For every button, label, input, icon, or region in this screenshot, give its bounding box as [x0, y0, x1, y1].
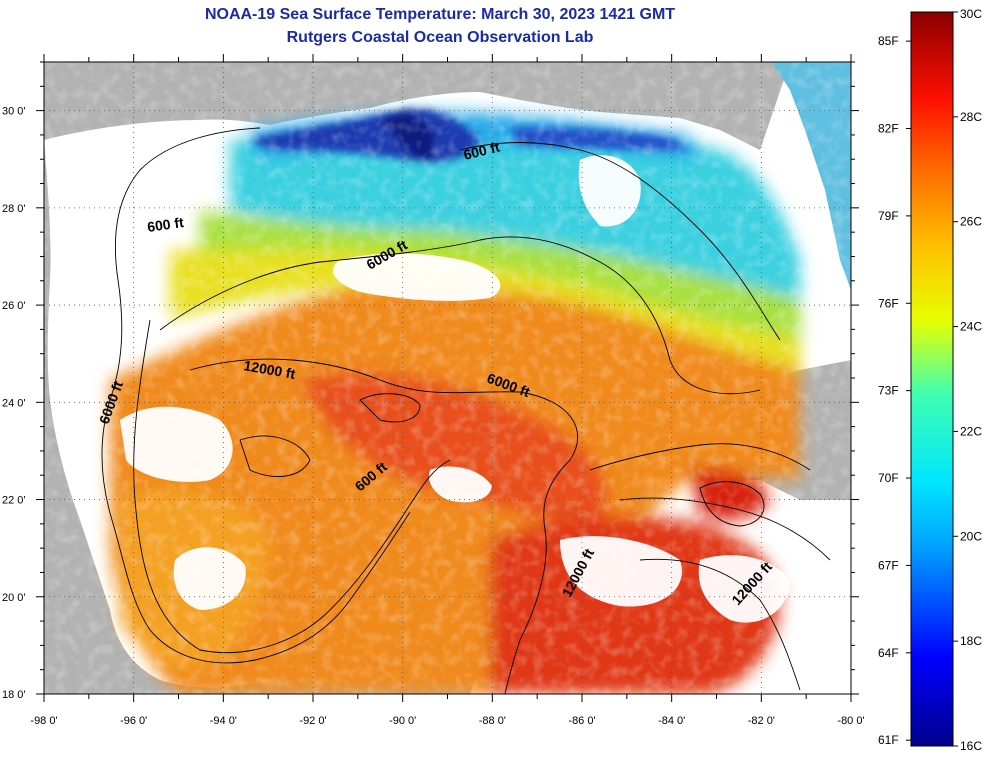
texture-overlay: [44, 62, 851, 694]
fahrenheit-label: 76F: [878, 296, 899, 310]
lon-tick-label: -80 0': [837, 715, 864, 727]
axis-ticks: -98 0' -96 0' -94 0' -92 0' -90 0' -88 0' -86 …: [2, 54, 865, 727]
celsius-label: 20C: [960, 529, 982, 543]
map-plot-area: [44, 62, 851, 694]
lat-tick-label: 18 0': [2, 689, 26, 701]
lat-tick-label: 28 0': [2, 203, 26, 215]
colorbar: 30C 28C 26C 24C 22C 20C 18C 16C 85F 82F 79F 76F 73F 7…: [878, 7, 982, 753]
celsius-label: 16C: [960, 739, 982, 753]
celsius-label: 24C: [960, 320, 982, 334]
graticule: [44, 62, 851, 694]
fahrenheit-label: 82F: [878, 122, 899, 136]
celsius-label: 30C: [960, 7, 982, 21]
lat-tick-label: 24 0': [2, 397, 26, 409]
celsius-label: 28C: [960, 110, 982, 124]
bathymetry-contours: [101, 127, 831, 694]
fahrenheit-label: 85F: [878, 34, 899, 48]
lon-tick-label: -94 0': [210, 715, 237, 727]
lat-tick-label: 20 0': [2, 592, 26, 604]
map-subtitle: Rutgers Coastal Ocean Observation Lab: [286, 29, 594, 46]
lon-tick-label: -92 0': [299, 715, 326, 727]
celsius-label: 26C: [960, 215, 982, 229]
fahrenheit-label: 73F: [878, 384, 899, 398]
lon-tick-label: -88 0': [479, 715, 506, 727]
fahrenheit-label: 70F: [878, 471, 899, 485]
lon-tick-label: -90 0': [389, 715, 416, 727]
fahrenheit-label: 64F: [878, 646, 899, 660]
colorbar-gradient: [910, 11, 954, 747]
fahrenheit-label: 67F: [878, 558, 899, 572]
lat-tick-label: 22 0': [2, 495, 26, 507]
lon-tick-label: -84 0': [658, 715, 685, 727]
lat-tick-label: 30 0': [2, 106, 26, 118]
lon-tick-label: -96 0': [120, 715, 147, 727]
lon-tick-label: -86 0': [568, 715, 595, 727]
celsius-label: 22C: [960, 424, 982, 438]
lat-tick-label: 26 0': [2, 300, 26, 312]
celsius-label: 18C: [960, 634, 982, 648]
fahrenheit-label: 79F: [878, 209, 899, 223]
contour-label: 600 ft: [146, 214, 185, 235]
map-title: NOAA-19 Sea Surface Temperature: March 3…: [204, 6, 676, 23]
lon-tick-label: -82 0': [748, 715, 775, 727]
lon-tick-label: -98 0': [30, 715, 57, 727]
fahrenheit-label: 61F: [878, 733, 899, 747]
